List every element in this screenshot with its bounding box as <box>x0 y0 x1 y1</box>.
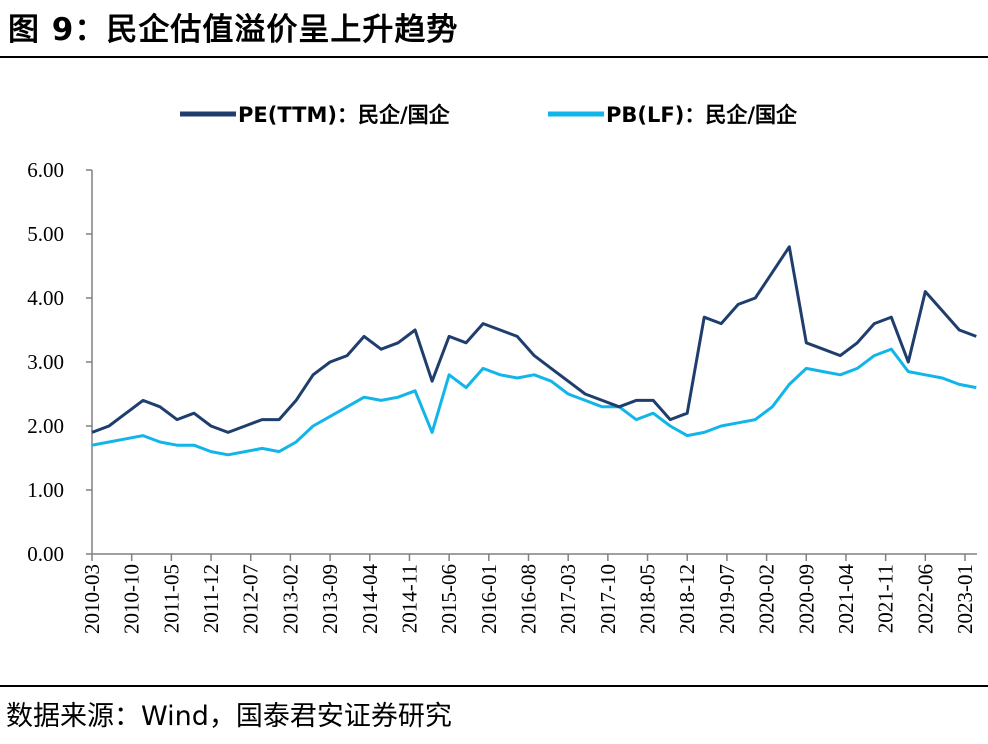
x-tick-label: 2017-03 <box>556 564 580 634</box>
x-tick-label: 2017-10 <box>596 564 620 634</box>
x-tick-label: 2021-04 <box>834 564 858 634</box>
x-tick-label: 2014-11 <box>397 564 421 633</box>
legend-item-pe-label: PE(TTM)：民企/国企 <box>238 103 451 127</box>
figure-title: 图 9：民企估值溢价呈上升趋势 <box>8 12 459 48</box>
x-tick-label: 2016-08 <box>517 564 541 634</box>
x-tick-label: 2013-09 <box>318 564 342 634</box>
source-divider <box>0 685 988 687</box>
x-tick-label: 2020-09 <box>794 564 818 634</box>
source-note: 数据来源：Wind，国泰君安证券研究 <box>6 701 452 732</box>
y-axis: 0.00 1.00 2.00 3.00 4.00 5.00 6.00 <box>27 158 93 566</box>
x-tick-label: 2022-06 <box>913 564 937 634</box>
title-divider <box>0 56 988 58</box>
y-tick-label: 5.00 <box>27 222 64 246</box>
x-tick-label: 2014-04 <box>358 564 382 634</box>
x-tick-label: 2023-01 <box>953 564 977 634</box>
y-tick-label: 4.00 <box>27 286 64 310</box>
x-axis: 2010-03 2010-10 2011-05 2011-12 2012-07 2013-… <box>80 553 977 634</box>
x-tick-label: 2016-01 <box>477 564 501 634</box>
legend-item-pb-label: PB(LF)：民企/国企 <box>606 103 798 127</box>
y-tick-label: 1.00 <box>27 478 64 502</box>
plot-area <box>91 245 977 457</box>
x-tick-label: 2013-02 <box>278 564 302 634</box>
y-tick-label: 0.00 <box>27 542 64 566</box>
x-tick-label: 2020-02 <box>755 564 779 634</box>
series-line-pe <box>91 245 977 434</box>
legend: PE(TTM)：民企/国企 PB(LF)：民企/国企 <box>180 103 798 127</box>
x-tick-label: 2011-05 <box>159 564 183 633</box>
y-tick-label: 2.00 <box>27 414 64 438</box>
x-tick-label: 2018-12 <box>675 564 699 634</box>
x-tick-label: 2019-07 <box>715 564 739 634</box>
y-tick-label: 6.00 <box>27 158 64 182</box>
x-tick-label: 2010-10 <box>120 564 144 634</box>
line-chart: PE(TTM)：民企/国企 PB(LF)：民企/国企 0.00 1.00 2.00 3.… <box>27 103 977 634</box>
x-tick-label: 2010-03 <box>80 564 104 634</box>
x-tick-label: 2011-12 <box>199 564 223 633</box>
x-tick-label: 2018-05 <box>636 564 660 634</box>
y-tick-label: 3.00 <box>27 350 64 374</box>
x-tick-label: 2012-07 <box>239 564 263 634</box>
x-tick-label: 2015-06 <box>437 564 461 634</box>
x-tick-label: 2021-11 <box>874 564 898 633</box>
series-line-pb <box>91 347 977 457</box>
